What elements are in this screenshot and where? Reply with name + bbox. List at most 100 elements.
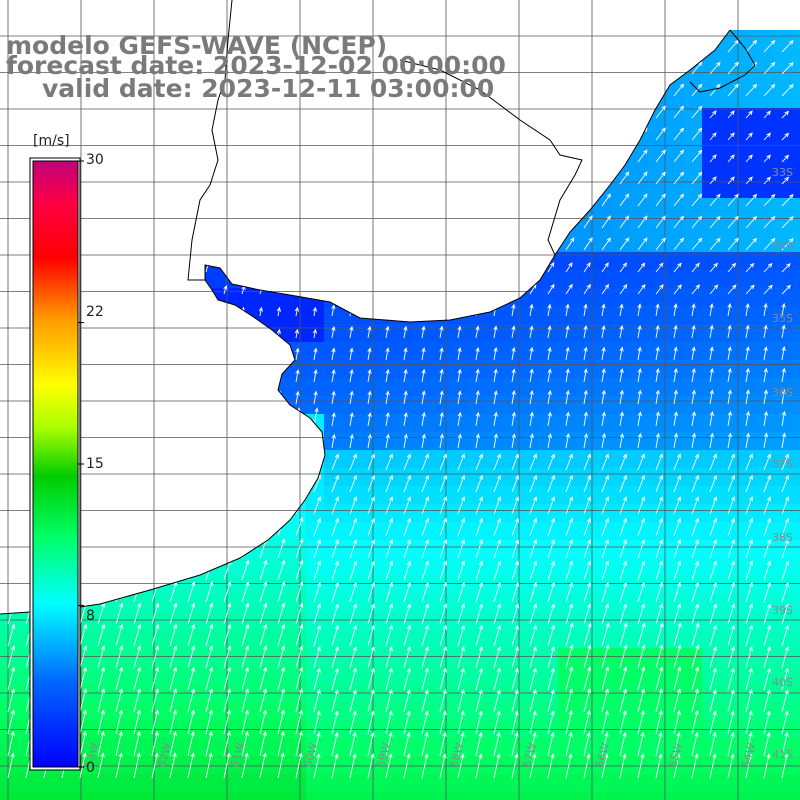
wind-vector	[367, 369, 371, 383]
wind-vector	[601, 561, 609, 581]
wind-vector-head	[694, 474, 699, 480]
wind-vector-head	[532, 624, 537, 630]
wind-vector-head	[679, 215, 685, 221]
field-cell	[450, 540, 468, 558]
wind-vector-head	[190, 666, 196, 672]
field-cell	[756, 144, 774, 162]
wind-vector-head	[659, 284, 664, 289]
field-cell	[144, 774, 162, 792]
wind-vector	[619, 582, 627, 603]
field-cell	[666, 504, 684, 522]
wind-vector	[367, 413, 371, 427]
field-cell	[450, 522, 468, 540]
field-cell	[540, 396, 558, 414]
field-cell	[684, 468, 702, 486]
wind-vector	[763, 110, 771, 119]
field-cell	[396, 414, 414, 432]
field-cell	[450, 396, 468, 414]
field-cell	[558, 630, 576, 648]
wind-vector-head	[550, 667, 555, 673]
wind-vector-head	[101, 602, 106, 608]
wind-vector	[637, 454, 645, 471]
field-cell	[378, 504, 396, 522]
wind-vector	[313, 604, 321, 625]
wind-vector	[79, 688, 87, 713]
wind-vector-head	[478, 624, 483, 630]
wind-vector-head	[190, 730, 195, 736]
wind-vector-head	[568, 603, 574, 609]
field-cell	[360, 594, 378, 612]
field-cell	[342, 756, 360, 774]
wind-vector-head	[734, 237, 739, 243]
wind-vector-head	[731, 284, 737, 290]
field-cell	[702, 414, 720, 432]
field-cell	[720, 30, 738, 36]
field-cell	[486, 594, 504, 612]
wind-vector-head	[637, 389, 642, 395]
wind-vector	[655, 496, 663, 515]
wind-vector	[547, 647, 555, 669]
wind-vector	[655, 454, 663, 471]
wind-vector-head	[460, 710, 465, 716]
field-cell	[270, 666, 288, 684]
wind-vector-head	[679, 105, 685, 111]
wind-vector-head	[227, 580, 232, 586]
field-cell	[792, 324, 800, 342]
field-cell	[756, 126, 774, 144]
field-cell	[612, 504, 630, 522]
wind-vector-head	[586, 262, 591, 268]
field-cell	[324, 468, 342, 486]
wind-vector	[763, 711, 770, 735]
field-cell	[414, 378, 432, 396]
wind-vector-head	[789, 193, 794, 199]
wind-vector-head	[601, 411, 606, 417]
wind-vector-head	[496, 474, 501, 480]
wind-vector	[781, 346, 785, 361]
field-cell	[648, 558, 666, 576]
field-cell	[54, 774, 72, 792]
wind-vector-head	[439, 325, 444, 331]
wind-vector-head	[750, 284, 755, 290]
wind-vector-head	[388, 646, 393, 652]
wind-vector-head	[583, 346, 588, 352]
field-cell	[738, 540, 756, 558]
wind-vector-head	[403, 411, 408, 417]
wind-vector	[601, 710, 608, 735]
field-cell	[234, 594, 252, 612]
wind-vector-head	[352, 624, 357, 630]
wind-vector-head	[370, 667, 375, 673]
wind-vector	[727, 238, 739, 251]
field-cell	[792, 306, 800, 324]
wind-vector-head	[316, 624, 321, 630]
wind-vector	[745, 368, 749, 383]
wind-vector-head	[190, 688, 196, 694]
wind-vector	[259, 688, 267, 713]
field-cell	[486, 396, 504, 414]
wind-vector-head	[655, 389, 660, 395]
wind-vector-head	[766, 496, 772, 502]
field-cell	[540, 738, 558, 756]
field-cell	[576, 396, 594, 414]
field-cell	[396, 522, 414, 540]
wind-vector-head	[388, 474, 393, 480]
wind-vector	[169, 688, 177, 713]
wind-vector-head	[784, 646, 789, 652]
field-cell	[216, 738, 234, 756]
wind-vector	[547, 582, 555, 603]
field-cell	[378, 774, 396, 792]
field-cell	[756, 288, 774, 306]
wind-vector	[439, 348, 443, 361]
wind-vector-head	[709, 346, 714, 352]
field-cell	[504, 576, 522, 594]
wind-vector-head	[119, 623, 124, 629]
wind-vector	[709, 263, 718, 273]
wind-vector-head	[676, 539, 682, 545]
wind-vector-head	[781, 324, 786, 330]
wind-vector	[601, 369, 605, 383]
field-cell	[684, 234, 702, 252]
wind-vector	[601, 193, 611, 207]
wind-vector-head	[587, 622, 592, 628]
field-cell	[738, 774, 756, 792]
wind-vector	[727, 561, 735, 581]
wind-vector	[727, 539, 735, 559]
